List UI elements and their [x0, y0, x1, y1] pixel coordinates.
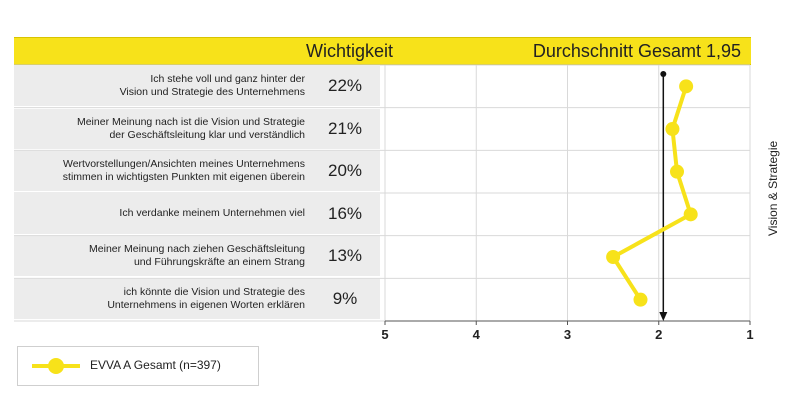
data-point	[633, 292, 648, 307]
row-label-line: stimmen in wichtigsten Punkten mit eigen…	[62, 171, 305, 183]
average-title: Durchschnitt Gesamt 1,95	[532, 41, 741, 61]
row-label-line: ich könnte die Vision und Strategie des	[123, 285, 305, 298]
legend-series-label: EVVA A Gesamt (n=397)	[90, 358, 221, 372]
row-label: Meiner Meinung nach ist die Vision und S…	[15, 108, 305, 150]
chart-rows: Ich stehe voll und ganz hinter der Vision…	[14, 65, 751, 321]
row-label: Ich verdanke meinem Unternehmen viel	[15, 193, 305, 235]
row-label-line: Vision und Strategie des Unternehmens	[119, 86, 305, 98]
row-background	[14, 278, 380, 319]
row-label-line: der Geschäftsleitung klar und verständli…	[109, 128, 305, 141]
row-background	[14, 236, 380, 276]
row-label: ich könnte die Vision und Strategie des U…	[15, 278, 305, 320]
legend: EVVA A Gesamt (n=397)	[17, 346, 259, 386]
row-weight: 9%	[332, 288, 358, 308]
x-tick-label: 2	[655, 327, 662, 342]
row-weight: 13%	[327, 246, 363, 265]
x-tick-label: 1	[746, 327, 753, 342]
data-point	[665, 122, 680, 136]
row-label: Meiner Meinung nach ziehen Geschäftsleit…	[15, 235, 305, 277]
x-tick-label: 3	[564, 327, 571, 342]
row-background	[14, 193, 380, 234]
table-row: Ich verdanke meinem Unternehmen viel 16%	[14, 193, 751, 235]
data-point	[679, 79, 694, 94]
row-label-line: Ich stehe voll und ganz hinter der	[150, 73, 305, 85]
row-label-line: Meiner Meinung nach ziehen Geschäftsleit…	[89, 243, 305, 255]
row-background	[14, 151, 380, 191]
row-weight: 21%	[327, 118, 363, 138]
row-background	[14, 108, 380, 149]
series-line	[611, 85, 693, 301]
data-point	[670, 164, 684, 179]
row-label-line: Wertvorstellungen/Ansichten meines Unter…	[62, 158, 305, 170]
table-row: ich könnte die Vision und Strategie des U…	[14, 278, 751, 320]
legend-series-marker	[48, 358, 64, 374]
data-point	[606, 250, 621, 264]
table-row: Ich stehe voll und ganz hinter der Vision…	[14, 65, 751, 107]
row-label: Wertvorstellungen/Ansichten meines Unter…	[15, 150, 305, 192]
row-label: Ich stehe voll und ganz hinter der Vision…	[15, 65, 305, 107]
row-background	[14, 66, 380, 106]
section-label-text: Vision & Strategie	[766, 140, 780, 236]
chart-header-bar: Wichtigkeit Durchschnitt Gesamt 1,95	[14, 37, 751, 65]
row-weight: 16%	[327, 203, 363, 223]
row-weight: 20%	[327, 161, 363, 180]
row-label-line: Meiner Meinung nach ist die Vision und S…	[76, 115, 305, 128]
row-weight: 22%	[327, 76, 363, 95]
table-row: Meiner Meinung nach ziehen Geschäftsleit…	[14, 235, 751, 277]
x-tick-label: 4	[473, 327, 481, 342]
x-tick-label: 5	[381, 327, 388, 342]
row-label-line: Ich verdanke meinem Unternehmen viel	[119, 207, 305, 219]
table-row: Meiner Meinung nach ist die Vision und S…	[14, 108, 751, 150]
average-arrowhead	[659, 312, 668, 321]
row-label-line: und Führungskräfte an einem Strang	[133, 256, 305, 268]
row-label-line: Unternehmens in eigenen Worten erklären	[107, 298, 305, 311]
table-row: Wertvorstellungen/Ansichten meines Unter…	[14, 150, 751, 192]
weight-column-title: Wichtigkeit	[306, 41, 394, 61]
data-point	[683, 207, 698, 222]
